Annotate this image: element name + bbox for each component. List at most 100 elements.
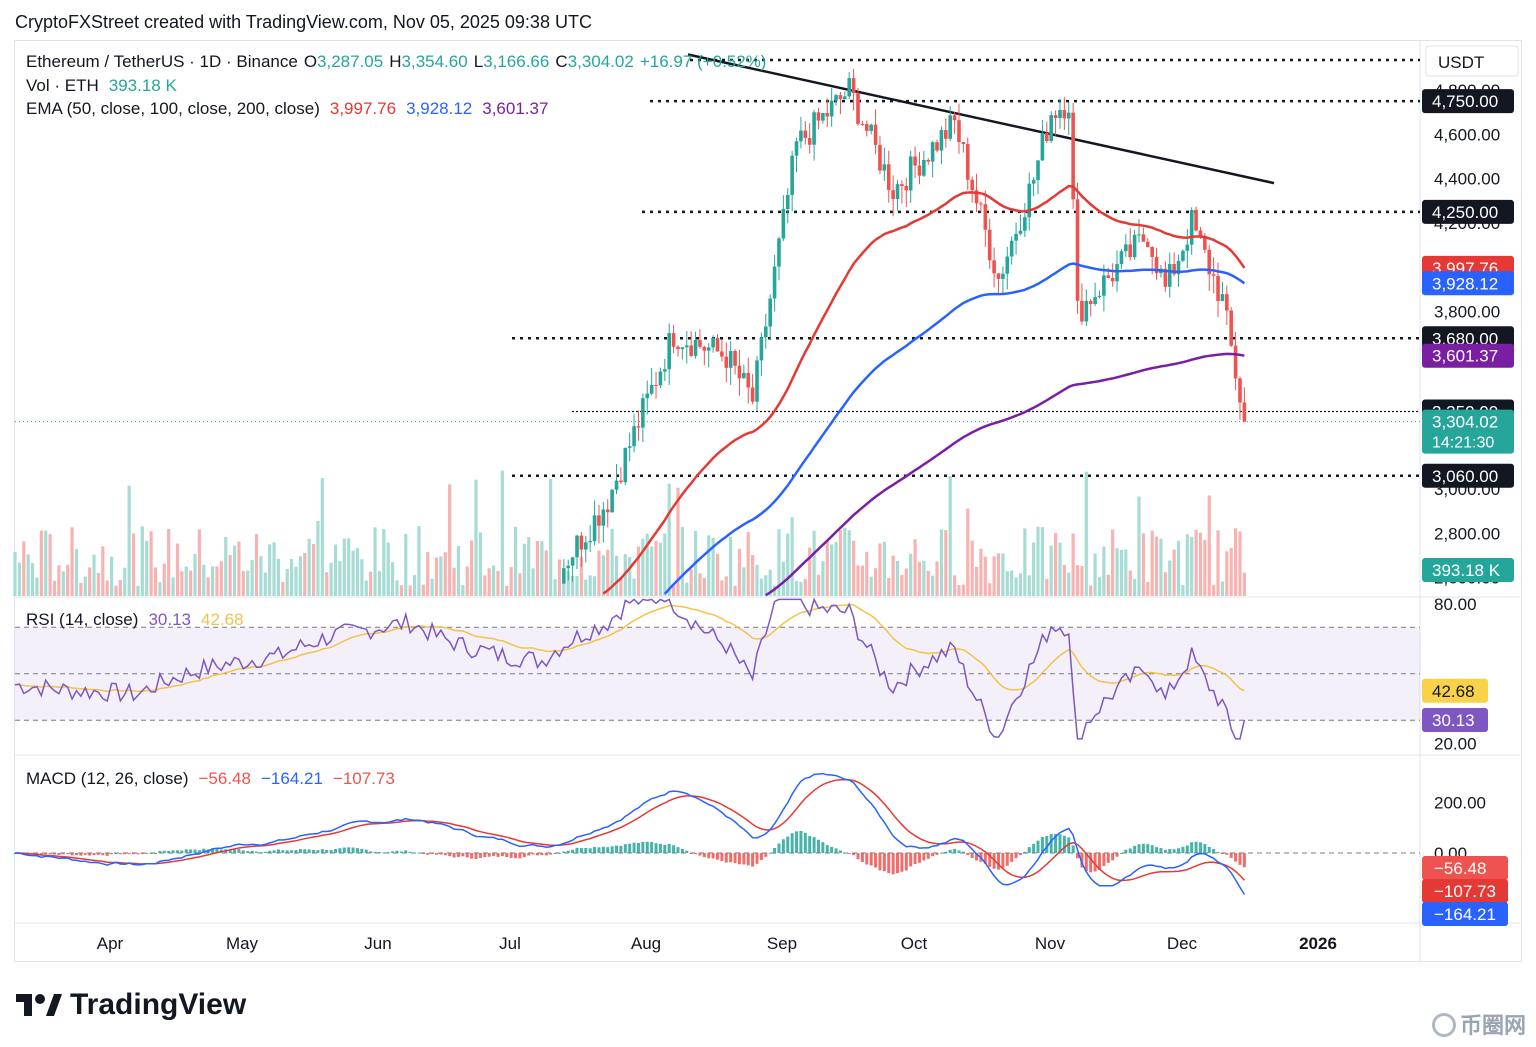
volume-bar — [180, 571, 184, 596]
candle-body — [755, 360, 759, 402]
candle-body — [614, 480, 619, 490]
macd-tag — [1422, 902, 1508, 926]
volume-bar — [246, 570, 250, 596]
macd-histogram-bar — [961, 851, 965, 853]
macd-tag — [1422, 856, 1508, 880]
candle-body — [1075, 199, 1080, 301]
macd-histogram-bar — [1062, 835, 1066, 853]
candle-body — [654, 384, 658, 386]
candle-body — [746, 372, 751, 388]
last-price-text: 3,304.02 — [1432, 413, 1498, 432]
volume-bar — [1023, 528, 1027, 596]
candle-body — [1106, 275, 1111, 278]
ema-line — [663, 262, 1246, 595]
macd-histogram-bar — [601, 846, 605, 853]
volume-bar — [373, 527, 377, 596]
macd-histogram-bar — [312, 849, 316, 853]
macd-histogram-bar — [474, 853, 478, 860]
volume-bar — [1225, 551, 1229, 596]
level-tag-text: 3,680.00 — [1432, 329, 1498, 348]
ema50-value: 3,997.76 — [329, 99, 397, 118]
low-label: L — [473, 52, 484, 71]
macd-histogram-bar — [465, 853, 469, 858]
macd-histogram-bar — [874, 853, 878, 868]
volume-bar — [759, 578, 764, 596]
volume-bar — [197, 529, 202, 596]
candle-body — [1233, 345, 1238, 379]
volume-bar — [52, 580, 57, 596]
volume-bar — [1080, 566, 1084, 596]
macd-tag — [1422, 879, 1508, 903]
volume-bar — [1040, 527, 1045, 596]
macd-histogram-bar — [149, 852, 153, 854]
volume-bar — [873, 568, 878, 596]
volume-bar — [974, 566, 979, 596]
volume-bar — [153, 567, 158, 596]
macd-histogram-bar — [1225, 853, 1229, 855]
volume-bar — [360, 559, 364, 596]
volume-bar — [742, 567, 746, 596]
macd-histogram-bar — [1229, 853, 1233, 858]
macd-histogram-bar — [878, 853, 882, 871]
level-tag-text: 3,060.00 — [1432, 467, 1498, 486]
volume-bar — [320, 478, 324, 596]
close-label: C — [555, 52, 568, 71]
candle-body — [996, 273, 1001, 279]
volume-bar — [1198, 532, 1203, 596]
candle-body — [566, 565, 571, 569]
candle-body — [812, 112, 816, 145]
volume-bar — [1005, 571, 1009, 596]
volume-bar — [878, 543, 882, 596]
macd-histogram-bar — [233, 849, 237, 853]
macd-histogram-bar — [1076, 853, 1080, 859]
volume-bar — [149, 531, 153, 596]
macd-histogram-bar — [522, 853, 526, 858]
volume-bar — [1067, 572, 1071, 596]
volume-bar — [228, 555, 232, 596]
time-tick-label: Jun — [364, 934, 391, 953]
volume-bar — [988, 583, 992, 596]
volume-bar — [162, 563, 166, 596]
volume-bar — [900, 575, 904, 596]
macd-histogram-bar — [505, 853, 509, 858]
macd-histogram-bar — [162, 850, 166, 853]
macd-histogram-bar — [92, 853, 96, 856]
macd-value: −164.21 — [260, 769, 323, 788]
macd-histogram-bar — [799, 830, 803, 853]
macd-histogram-bar — [632, 842, 636, 853]
time-tick-label: May — [226, 934, 259, 953]
candle-body — [1141, 234, 1146, 242]
volume-bar — [1124, 549, 1128, 596]
volume-bar — [88, 567, 92, 596]
candle-body — [623, 447, 628, 483]
volume-bar — [628, 557, 632, 596]
volume-bar — [904, 568, 908, 596]
macd-histogram-bar — [175, 850, 179, 853]
macd-histogram-bar — [922, 853, 926, 861]
volume-bar — [13, 551, 17, 596]
volume-bar — [895, 560, 900, 596]
candle-body — [1194, 209, 1198, 231]
candle-body — [759, 337, 764, 361]
volume-bar — [632, 578, 636, 596]
volume-bar — [145, 540, 149, 596]
ema-tag — [1422, 271, 1514, 296]
tradingview-logo[interactable]: TradingView — [16, 988, 246, 1022]
macd-histogram-bar — [1133, 845, 1137, 853]
macd-histogram-bar — [105, 853, 109, 856]
candle-body — [728, 351, 733, 368]
macd-histogram-bar — [887, 853, 891, 874]
volume-bar — [276, 558, 281, 596]
macd-histogram-bar — [983, 853, 987, 864]
candle-body — [1128, 244, 1133, 258]
candle-body — [1071, 112, 1075, 200]
candle-body — [1088, 300, 1093, 305]
macd-histogram-bar — [812, 837, 816, 853]
candle-body — [641, 398, 645, 428]
candle-body — [733, 351, 737, 366]
volume-bar — [404, 533, 408, 596]
macd-histogram-bar — [79, 853, 83, 856]
volume-tag — [1422, 558, 1514, 582]
macd-histogram-bar — [931, 853, 935, 857]
